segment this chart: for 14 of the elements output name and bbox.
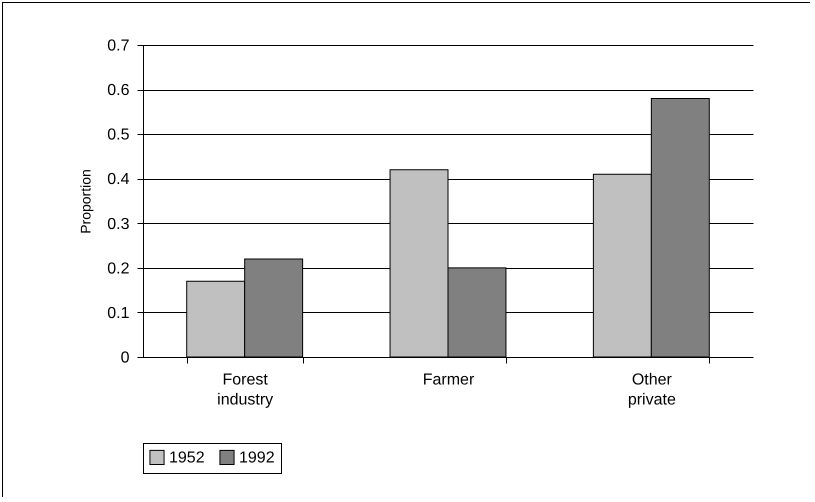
y-tick-label: 0.3 (107, 216, 130, 233)
x-tick-label: Other private (628, 372, 676, 408)
y-tick-label: 0.1 (107, 304, 130, 322)
y-axis-title: Proportion (77, 169, 94, 234)
y-tick-label: 0 (120, 350, 130, 366)
y-tick-label: 0.6 (107, 82, 130, 100)
x-tick-label: Farmer (422, 372, 475, 388)
x-tick-label: Forest industry (217, 372, 274, 408)
legend-label: 1952 (169, 449, 205, 466)
y-tick-label: 0.7 (107, 38, 130, 54)
y-tick-label: 0.2 (107, 260, 130, 278)
y-tick-label: 0.5 (107, 126, 130, 144)
y-tick-label: 0.4 (107, 171, 130, 188)
legend-label: 1992 (239, 449, 275, 466)
